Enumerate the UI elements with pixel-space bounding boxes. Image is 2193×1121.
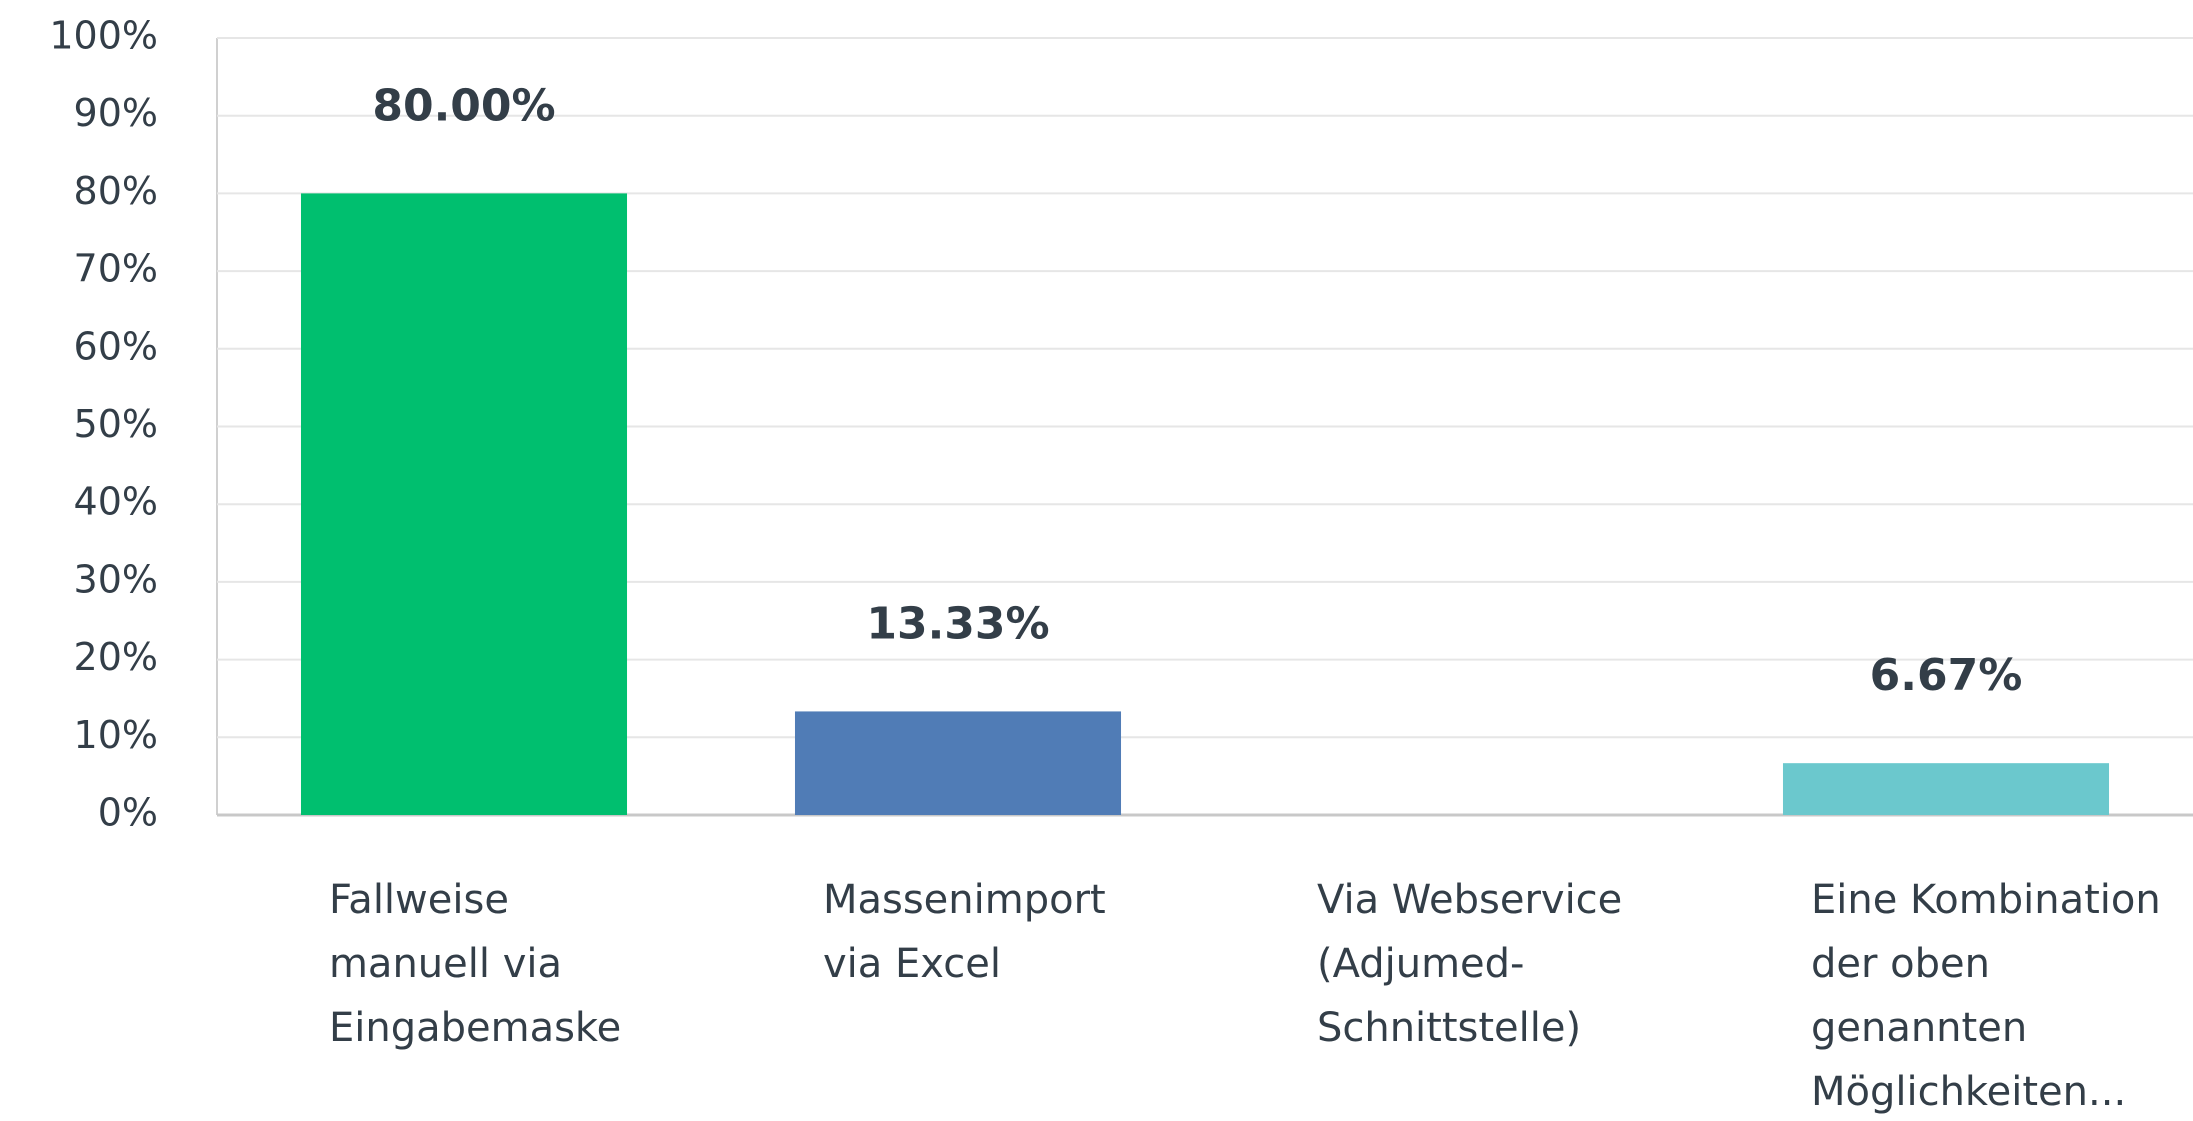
y-tick-label: 0%	[98, 791, 158, 835]
bar	[1782, 763, 2110, 815]
x-tick-label: Eine Kombination der oben genannten Mögl…	[1810, 877, 2161, 1115]
y-tick-label: 70%	[74, 247, 158, 291]
value-label: 6.67%	[1870, 650, 2023, 701]
y-tick-label: 10%	[74, 713, 158, 757]
y-tick-label: 50%	[74, 402, 158, 446]
y-tick-label: 20%	[74, 635, 158, 679]
y-tick-label: 100%	[49, 14, 158, 58]
x-tick-label: Massenimport via Excel	[822, 877, 1106, 987]
y-tick-label: 90%	[74, 91, 158, 135]
y-tick-label: 30%	[74, 557, 158, 601]
y-tick-label: 60%	[74, 324, 158, 368]
value-label: 80.00%	[372, 80, 555, 131]
x-tick-label: Via Webservice (Adjumed-Schnittstelle)	[1316, 877, 1623, 1051]
x-tick-label: Fallweise manuell via Eingabemaske	[328, 877, 622, 1051]
bar	[300, 193, 628, 815]
value-label: 13.33%	[866, 598, 1049, 649]
bar	[794, 711, 1122, 815]
y-tick-label: 80%	[74, 169, 158, 213]
y-tick-label: 40%	[74, 480, 158, 524]
